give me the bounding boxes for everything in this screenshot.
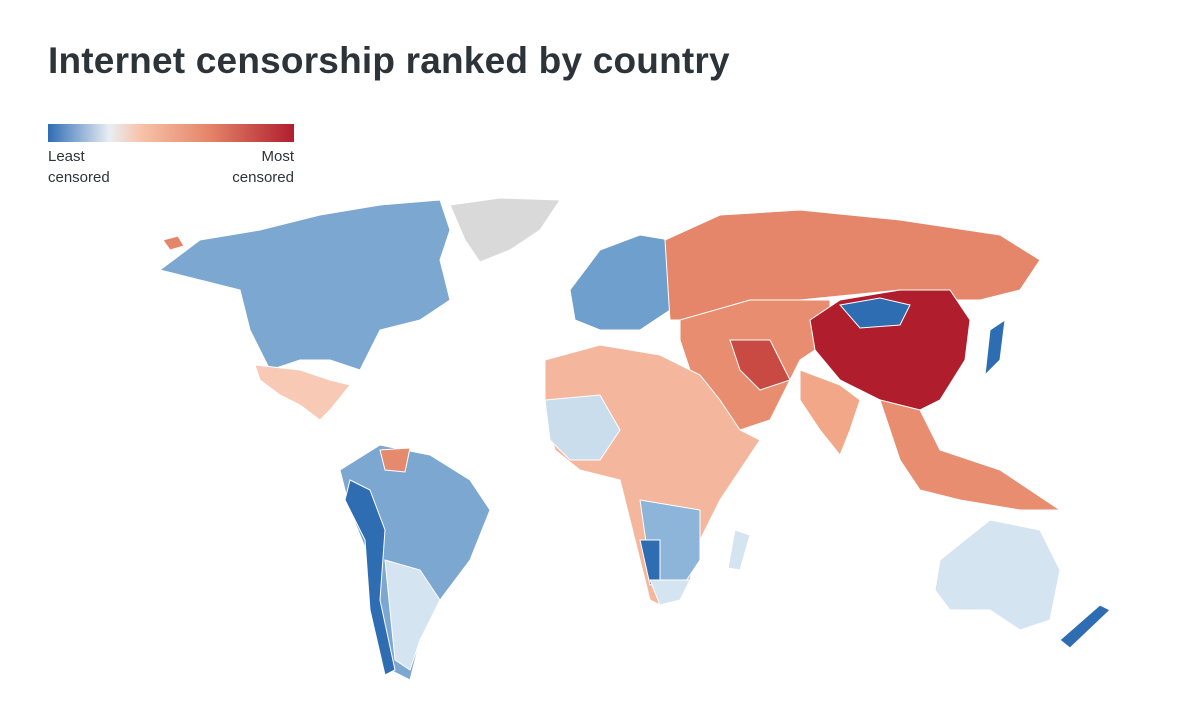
madagascar — [727, 529, 751, 571]
greenland — [449, 197, 561, 263]
iran — [729, 339, 791, 391]
southeast-asia — [879, 399, 1062, 511]
japan — [984, 318, 1006, 377]
legend-max-label: Most censored — [232, 148, 294, 186]
legend-gradient — [48, 124, 294, 142]
mongolia — [839, 297, 911, 329]
legend-min-label: Least censored — [48, 148, 110, 186]
argentina — [384, 559, 441, 671]
india — [799, 369, 861, 456]
alaska-island — [162, 235, 185, 251]
china — [809, 289, 971, 411]
australia — [934, 519, 1061, 631]
north-america — [158, 199, 451, 371]
title: Internet censorship ranked by country — [48, 40, 730, 81]
west-africa — [544, 394, 621, 461]
new-zealand — [1059, 604, 1111, 649]
chile-peru — [344, 479, 396, 676]
mexico — [254, 364, 351, 421]
south-africa — [649, 579, 691, 606]
venezuela — [379, 447, 411, 473]
europe — [569, 234, 671, 331]
